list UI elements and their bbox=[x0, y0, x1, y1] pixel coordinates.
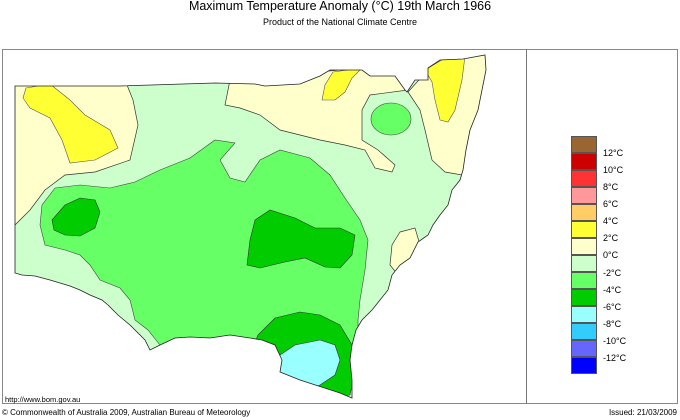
nsw-state-border bbox=[14, 54, 487, 399]
legend-label: -2°C bbox=[603, 268, 622, 278]
legend-swatch-3 bbox=[571, 187, 597, 204]
legend-label: -10°C bbox=[603, 336, 627, 346]
contour-2-to-4-west bbox=[22, 83, 119, 164]
legend-swatch-5 bbox=[571, 221, 597, 238]
map-frame bbox=[2, 49, 678, 404]
legend-swatch-1 bbox=[571, 153, 597, 170]
legend-swatch-0 bbox=[571, 136, 597, 153]
legend-label: -8°C bbox=[603, 319, 622, 329]
legend-label: 0°C bbox=[603, 250, 619, 260]
legend-swatch-7 bbox=[571, 255, 597, 272]
legend-swatch-10 bbox=[571, 306, 597, 323]
legend-swatch-8 bbox=[571, 272, 597, 289]
legend-swatch-4 bbox=[571, 204, 597, 221]
legend-label: 8°C bbox=[603, 182, 619, 192]
copyright-notice: © Commonwealth of Australia 2009, Austra… bbox=[2, 408, 251, 417]
legend-label: 2°C bbox=[603, 233, 619, 243]
legend-swatch-11 bbox=[571, 323, 597, 340]
legend-swatch-12 bbox=[571, 340, 597, 357]
contour-minus4-to-minus6-central bbox=[246, 209, 356, 269]
legend-divider bbox=[526, 49, 527, 404]
legend-label: -6°C bbox=[603, 302, 622, 312]
contour-minus2-to-minus4-north bbox=[370, 102, 412, 136]
legend-swatch-2 bbox=[571, 170, 597, 187]
legend-swatch-6 bbox=[571, 238, 597, 255]
map-subtitle: Product of the National Climate Centre bbox=[262, 17, 418, 27]
bom-url-link[interactable]: http://www.bom.gov.au bbox=[5, 395, 81, 404]
legend-label: 12°C bbox=[603, 148, 624, 158]
legend-swatch-13 bbox=[571, 357, 597, 374]
legend-label: 6°C bbox=[603, 199, 619, 209]
legend-label: 10°C bbox=[603, 165, 624, 175]
anomaly-contours bbox=[15, 55, 486, 398]
map-title: Maximum Temperature Anomaly (°C) 19th Ma… bbox=[188, 0, 492, 13]
contour-minus4-to-minus6-west bbox=[51, 197, 101, 237]
legend-label: -12°C bbox=[603, 353, 627, 363]
legend-label: -4°C bbox=[603, 285, 622, 295]
legend-swatch-9 bbox=[571, 289, 597, 306]
issued-date: Issued: 21/03/2009 bbox=[608, 408, 677, 417]
legend-label: 4°C bbox=[603, 216, 619, 226]
